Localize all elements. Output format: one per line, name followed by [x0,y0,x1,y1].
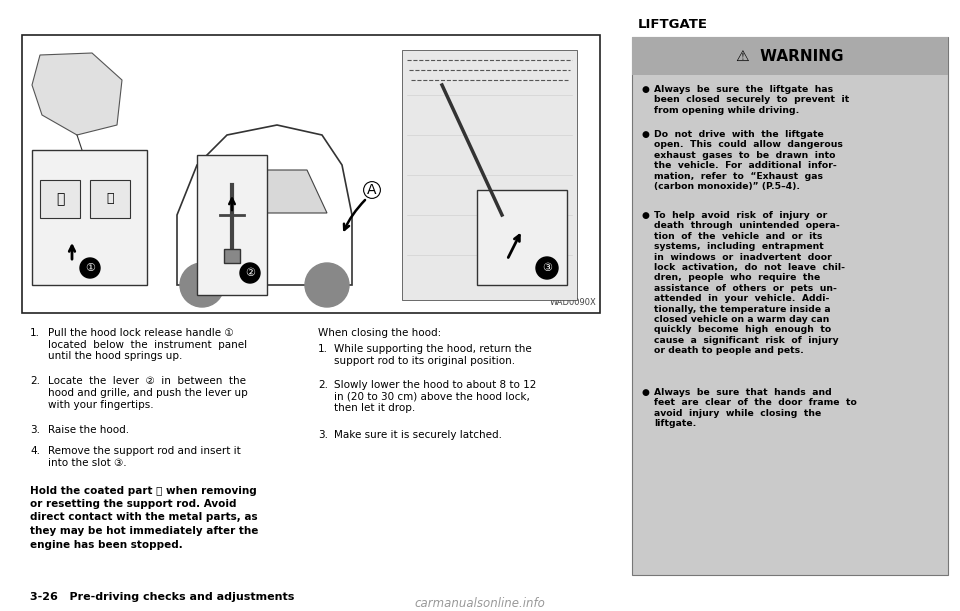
Text: When closing the hood:: When closing the hood: [318,328,442,338]
FancyBboxPatch shape [632,37,948,575]
Text: 1.: 1. [30,328,40,338]
FancyBboxPatch shape [22,35,600,313]
Text: 1.: 1. [318,344,328,354]
Circle shape [80,258,100,278]
Text: ③: ③ [542,263,552,273]
Text: A: A [368,183,376,197]
Text: ⛽: ⛽ [56,192,64,206]
Text: Always  be  sure  that  hands  and
feet  are  clear  of  the  door  frame  to
av: Always be sure that hands and feet are c… [654,388,857,428]
Text: To  help  avoid  risk  of  injury  or
death  through  unintended  opera-
tion  o: To help avoid risk of injury or death th… [654,211,845,355]
FancyBboxPatch shape [224,249,240,263]
Text: ●: ● [642,130,650,139]
Text: Always  be  sure  the  liftgate  has
been  closed  securely  to  prevent  it
fro: Always be sure the liftgate has been clo… [654,85,850,115]
Text: 3-26   Pre-driving checks and adjustments: 3-26 Pre-driving checks and adjustments [30,592,295,602]
Text: ●: ● [642,85,650,94]
Text: 🚗: 🚗 [107,192,113,205]
Circle shape [240,263,260,283]
Polygon shape [202,170,327,213]
Text: ⚠  WARNING: ⚠ WARNING [736,48,844,64]
Text: 4.: 4. [30,447,40,456]
Text: Hold the coated part Ⓐ when removing: Hold the coated part Ⓐ when removing [30,486,256,496]
Circle shape [536,257,558,279]
FancyBboxPatch shape [197,155,267,295]
Text: ●: ● [642,211,650,220]
Circle shape [180,263,224,307]
Text: 3.: 3. [318,430,328,439]
Text: carmanualsonline.info: carmanualsonline.info [415,597,545,610]
Text: Make sure it is securely latched.: Make sure it is securely latched. [334,430,502,439]
Text: ②: ② [245,268,255,278]
Text: ●: ● [642,388,650,397]
FancyBboxPatch shape [90,180,130,218]
Text: direct contact with the metal parts, as: direct contact with the metal parts, as [30,513,257,522]
Text: 3.: 3. [30,425,40,435]
FancyBboxPatch shape [632,37,948,75]
Text: Do  not  drive  with  the  liftgate
open.  This  could  allow  dangerous
exhaust: Do not drive with the liftgate open. Thi… [654,130,843,191]
Text: engine has been stopped.: engine has been stopped. [30,540,182,549]
Text: ①: ① [85,263,95,273]
FancyBboxPatch shape [40,180,80,218]
Text: LIFTGATE: LIFTGATE [638,18,708,31]
Text: Slowly lower the hood to about 8 to 12
in (20 to 30 cm) above the hood lock,
the: Slowly lower the hood to about 8 to 12 i… [334,380,537,413]
FancyBboxPatch shape [477,190,567,285]
Text: Raise the hood.: Raise the hood. [48,425,130,435]
Polygon shape [32,53,122,135]
Circle shape [305,263,349,307]
Text: 2.: 2. [30,376,40,387]
Polygon shape [402,50,577,300]
Text: WAD0090X: WAD0090X [549,298,596,307]
Text: Locate  the  lever  ②  in  between  the
hood and grille, and push the lever up
w: Locate the lever ② in between the hood a… [48,376,248,410]
Text: or resetting the support rod. Avoid: or resetting the support rod. Avoid [30,499,236,509]
Text: 2.: 2. [318,380,328,390]
Text: Pull the hood lock release handle ①
located  below  the  instrument  panel
until: Pull the hood lock release handle ① loca… [48,328,247,361]
Text: While supporting the hood, return the
support rod to its original position.: While supporting the hood, return the su… [334,344,532,365]
Text: they may be hot immediately after the: they may be hot immediately after the [30,526,258,536]
Text: Remove the support rod and insert it
into the slot ③.: Remove the support rod and insert it int… [48,447,241,468]
FancyBboxPatch shape [32,150,147,285]
